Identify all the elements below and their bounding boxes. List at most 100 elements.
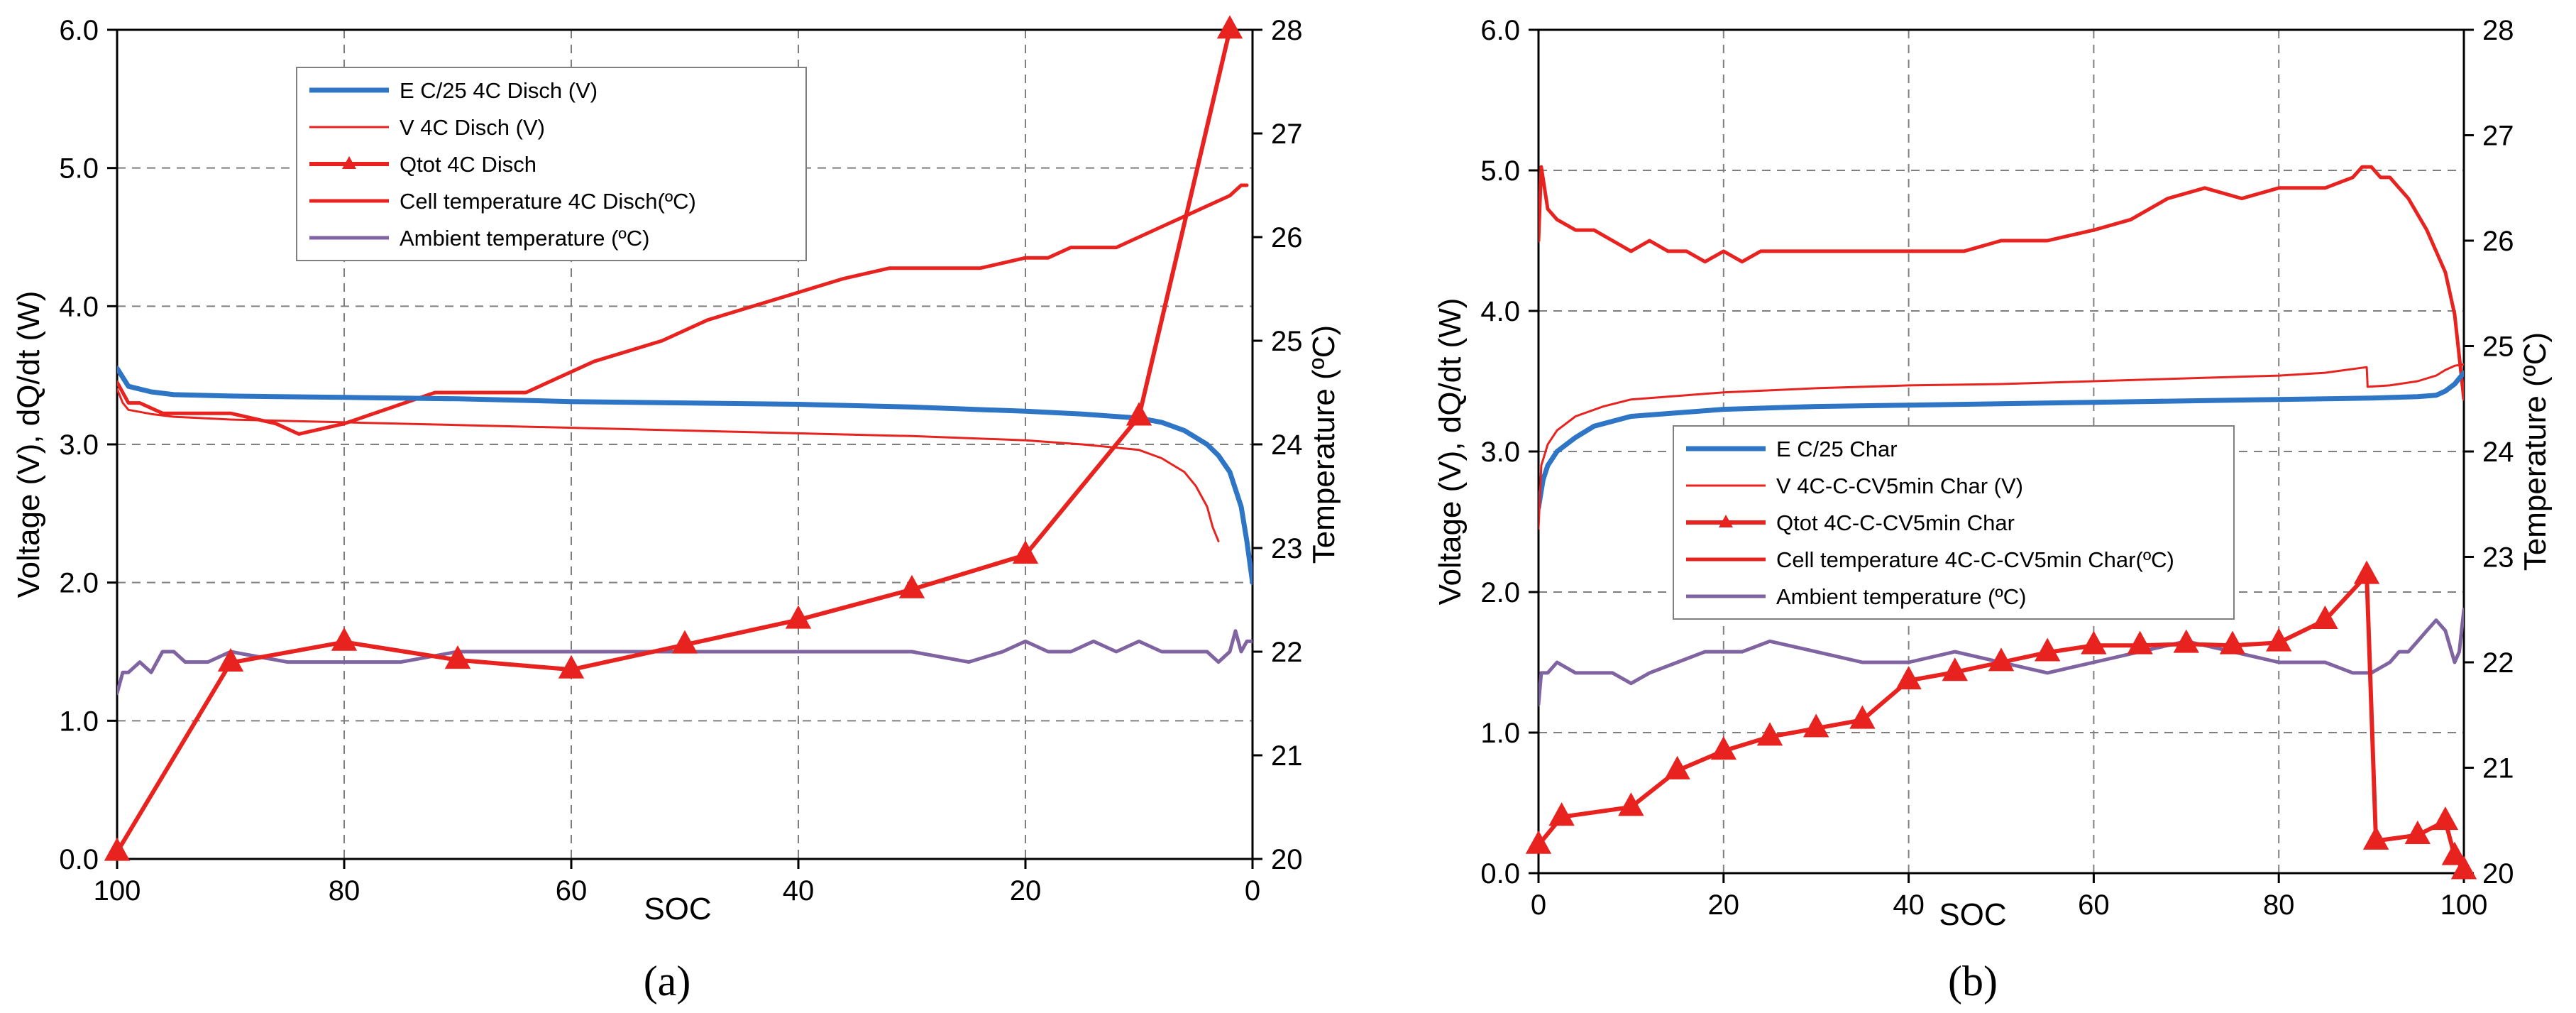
legend-entry: Qtot 4C Disch xyxy=(400,152,536,177)
data-point-marker xyxy=(1664,755,1690,779)
series-line-4 xyxy=(1539,608,2464,706)
data-point-marker xyxy=(1618,792,1644,816)
series-line-1 xyxy=(1539,363,2464,530)
y-right-tick-label: 21 xyxy=(2482,753,2514,784)
legend-entry: Ambient temperature (ºC) xyxy=(400,226,649,251)
y-left-tick-label: 2.0 xyxy=(59,568,99,599)
y-right-tick-label: 23 xyxy=(1271,533,1303,564)
data-point-marker xyxy=(2035,637,2061,662)
x-tick-label: 100 xyxy=(2440,889,2488,921)
x-tick-label: 20 xyxy=(1010,875,1042,907)
y-right-tick-label: 27 xyxy=(1271,119,1303,150)
data-point-marker xyxy=(2173,629,2199,653)
y-left-axis-label: Voltage (V), dQ/dt (W) xyxy=(1433,298,1468,606)
y-right-tick-label: 26 xyxy=(2482,226,2514,257)
panel-label: (b) xyxy=(1948,958,1998,1004)
x-tick-label: 60 xyxy=(2078,889,2110,921)
y-right-tick-label: 26 xyxy=(1271,222,1303,253)
data-point-marker xyxy=(2353,560,2380,584)
y-left-tick-label: 6.0 xyxy=(1480,15,1520,46)
y-left-tick-label: 2.0 xyxy=(1480,577,1520,608)
y-right-tick-label: 24 xyxy=(1271,429,1303,461)
data-point-marker xyxy=(671,630,698,654)
legend: E C/25 Char V 4C-C-CV5min Char (V) Qtot 4C… xyxy=(1673,425,2235,620)
panel-label: (a) xyxy=(644,958,691,1004)
x-tick-label: 100 xyxy=(94,875,141,907)
y-left-tick-label: 1.0 xyxy=(1480,718,1520,749)
x-tick-label: 80 xyxy=(2263,889,2295,921)
y-right-tick-label: 28 xyxy=(1271,15,1303,46)
y-left-tick-label: 0.0 xyxy=(59,844,99,875)
ticks: 100 80 60 40 20 0 0.0 1.0 2.0 3.0 4.0 5.0 6.0 20 21 22 2… xyxy=(59,15,1302,907)
y-right-axis-label: Temperature (ºC) xyxy=(2518,332,2553,571)
y-right-axis-label: Temperature (ºC) xyxy=(1306,325,1341,564)
chart-panel-1: 0 20 40 60 80 100 0.0 1.0 2.0 3.0 4.0 5.0 6.0 20 21 22 2… xyxy=(1433,15,2553,1004)
y-left-tick-label: 3.0 xyxy=(59,429,99,461)
data-point-marker xyxy=(1849,705,1876,729)
y-right-tick-label: 28 xyxy=(2482,15,2514,46)
legend-entry: Qtot 4C-C-CV5min Char xyxy=(1776,510,2015,535)
x-tick-label: 20 xyxy=(1708,889,1740,921)
x-tick-label: 40 xyxy=(1893,889,1925,921)
y-left-tick-label: 1.0 xyxy=(59,706,99,737)
legend-entry: V 4C-C-CV5min Char (V) xyxy=(1776,473,2023,498)
x-axis-label: SOC xyxy=(1939,897,2006,932)
data-point-marker xyxy=(2127,630,2153,655)
data-point-marker xyxy=(1012,540,1039,564)
data-point-marker xyxy=(104,837,131,861)
x-tick-label: 0 xyxy=(1245,875,1260,907)
data-point-marker xyxy=(1988,647,2015,672)
legend-entry: Cell temperature 4C Disch(ºC) xyxy=(400,189,696,214)
y-right-tick-label: 27 xyxy=(2482,121,2514,152)
y-left-tick-label: 4.0 xyxy=(1480,296,1520,327)
legend: E C/25 4C Disch (V) V 4C Disch (V) Qtot 4C… xyxy=(296,67,807,261)
legend-entry: V 4C Disch (V) xyxy=(400,115,545,140)
data-point-marker xyxy=(2219,630,2246,655)
x-tick-label: 40 xyxy=(783,875,815,907)
data-point-marker xyxy=(1942,657,1968,681)
data-point-marker xyxy=(217,647,244,672)
data-point-marker xyxy=(2450,855,2477,880)
data-point-marker xyxy=(2432,806,2459,831)
y-right-tick-label: 23 xyxy=(2482,542,2514,574)
series-line-3 xyxy=(117,183,1249,436)
x-tick-label: 0 xyxy=(1531,889,1546,921)
data-point-marker xyxy=(1216,15,1243,39)
y-right-tick-label: 20 xyxy=(2482,858,2514,889)
legend-marker xyxy=(342,156,356,169)
y-right-tick-label: 20 xyxy=(1271,844,1303,875)
data-point-marker xyxy=(331,627,358,651)
legend-marker xyxy=(1719,515,1733,527)
series-line-0 xyxy=(1539,370,2464,510)
y-left-tick-label: 3.0 xyxy=(1480,437,1520,468)
ticks: 0 20 40 60 80 100 0.0 1.0 2.0 3.0 4.0 5.0 6.0 20 21 22 2… xyxy=(1480,15,2514,921)
x-axis-label: SOC xyxy=(644,892,711,926)
y-left-tick-label: 4.0 xyxy=(59,291,99,322)
data-point-marker xyxy=(2081,630,2107,655)
data-point-marker xyxy=(1710,736,1736,760)
data-point-marker xyxy=(898,574,925,598)
y-left-axis-label: Voltage (V), dQ/dt (W) xyxy=(11,291,46,598)
data-point-marker xyxy=(1803,713,1829,738)
data-point-marker xyxy=(2404,820,2431,844)
series-line-4 xyxy=(117,629,1253,695)
y-right-tick-label: 24 xyxy=(2482,437,2514,468)
y-right-tick-label: 25 xyxy=(1271,326,1303,357)
y-right-tick-label: 25 xyxy=(2482,332,2514,363)
y-right-tick-label: 21 xyxy=(1271,740,1303,772)
y-right-tick-label: 22 xyxy=(2482,647,2514,679)
legend-entry: Ambient temperature (ºC) xyxy=(1776,584,2026,609)
data-point-marker xyxy=(785,605,812,629)
series-line-0 xyxy=(117,366,1253,586)
legend-box xyxy=(1673,425,2235,620)
data-point-marker xyxy=(1525,830,1552,854)
data-point-marker xyxy=(2441,841,2468,865)
chart-panel-0: 100 80 60 40 20 0 0.0 1.0 2.0 3.0 4.0 5.0 6.0 20 21 22 2… xyxy=(11,15,1341,1004)
legend-entry: Cell temperature 4C-C-CV5min Char(ºC) xyxy=(1776,547,2174,572)
legend-entry: E C/25 Char xyxy=(1776,437,1898,461)
x-tick-label: 60 xyxy=(556,875,588,907)
data-point-marker xyxy=(2312,605,2338,629)
data-point-marker xyxy=(1756,722,1783,746)
data-point-marker xyxy=(558,655,585,679)
